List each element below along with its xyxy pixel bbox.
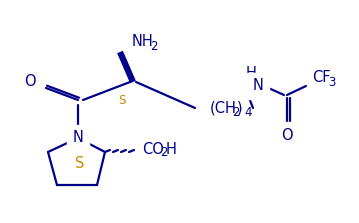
Text: N: N [73,130,83,145]
Text: 4: 4 [244,107,252,120]
Text: 2: 2 [150,41,158,54]
Text: H: H [246,66,256,81]
Text: N: N [253,78,264,93]
Text: O: O [24,74,36,89]
Text: 2: 2 [232,107,239,120]
Text: 2: 2 [160,147,168,159]
Text: S: S [75,155,85,171]
Text: CF: CF [312,70,331,85]
Text: NH: NH [132,35,154,50]
Text: ): ) [237,101,243,116]
Text: S: S [118,93,126,107]
Text: O: O [281,128,293,142]
Text: CO: CO [142,142,164,157]
Text: 3: 3 [328,76,335,89]
Text: H: H [166,142,177,157]
Text: (CH: (CH [210,101,237,116]
